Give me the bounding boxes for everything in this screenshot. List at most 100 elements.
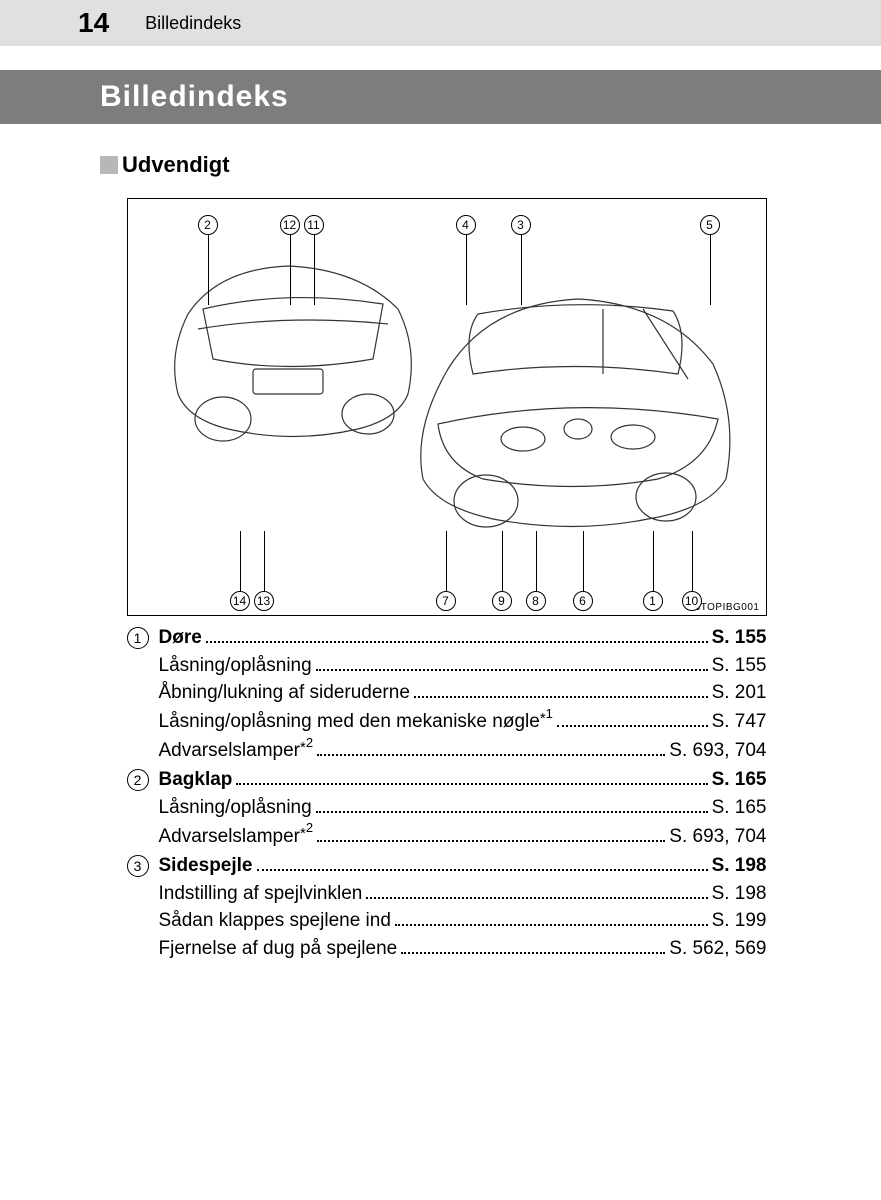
entry-page: S. 199 [712,907,767,935]
page-header-bar: 14 Billedindeks [0,0,881,46]
leader-dots [395,909,708,926]
entry-sub-line: Åbning/lukning af sideruderne S. 201 [159,679,767,707]
entry-label: Åbning/lukning af sideruderne [159,679,410,707]
entry-page: S. 201 [712,679,767,707]
entry-head-line: Døre S. 155 [159,624,767,652]
entry-sub-line: Advarselslamper*2 S. 693, 704 [159,821,767,850]
entry-number-circle: 3 [127,855,149,877]
car-front-illustration [408,279,738,539]
entry-page: S. 562, 569 [669,935,766,963]
callout-circle: 12 [280,215,300,235]
callout-circle: 11 [304,215,324,235]
callout-circle: 8 [526,591,546,611]
figure-code: STOPIBG001 [694,602,760,613]
callout-line [536,531,537,591]
entry-sub-line: Låsning/oplåsning med den mekaniske nøgl… [159,707,767,736]
callout-line [314,235,315,305]
entry-page: S. 693, 704 [669,737,766,765]
entry-label: Bagklap [159,766,233,794]
entry-sub-line: Fjernelse af dug på spejlene S. 562, 569 [159,935,767,963]
leader-dots [316,653,708,670]
index-entry: 1DøreS. 155Låsning/oplåsningS. 155Åbning… [127,624,767,764]
index-entry: 2BagklapS. 165Låsning/oplåsningS. 165Adv… [127,766,767,850]
callout-line [502,531,503,591]
callout-line [583,531,584,591]
leader-dots [317,739,665,756]
section-bullet-icon [100,156,118,174]
leader-dots [257,854,708,871]
entry-label: Fjernelse af dug på spejlene [159,935,398,963]
callout-line [446,531,447,591]
content-area: Udvendigt STOPIBG001 2121 [0,124,881,963]
entry-sub-line: Sådan klappes spejlene ind S. 199 [159,907,767,935]
entry-page: S. 165 [712,766,767,794]
callout-circle: 3 [511,215,531,235]
callout-circle: 1 [643,591,663,611]
callout-circle: 14 [230,591,250,611]
leader-dots [401,937,665,954]
footnote-ref: *1 [540,707,553,736]
callout-line [653,531,654,591]
entry-page: S. 155 [712,624,767,652]
callout-circle: 2 [198,215,218,235]
callout-circle: 13 [254,591,274,611]
footnote-ref: *2 [300,736,313,765]
entry-label: Advarselslamper [159,737,301,765]
entry-body: DøreS. 155Låsning/oplåsningS. 155Åbning/… [159,624,767,764]
callout-line [466,235,467,305]
entry-label: Låsning/oplåsning [159,652,312,680]
entry-page: S. 747 [712,708,767,736]
footnote-ref: *2 [300,821,313,850]
entry-label: Indstilling af spejlvinklen [159,880,363,908]
callout-line [290,235,291,305]
car-rear-illustration [158,254,428,454]
entry-sub-line: Låsning/oplåsning S. 165 [159,794,767,822]
entry-page: S. 198 [712,880,767,908]
callout-line [240,531,241,591]
entry-label: Sådan klappes spejlene ind [159,907,391,935]
entry-sub-line: Indstilling af spejlvinklen S. 198 [159,880,767,908]
leader-dots [366,882,707,899]
callout-circle: 4 [456,215,476,235]
entry-page: S. 198 [712,852,767,880]
callout-line [208,235,209,305]
entry-number-circle: 2 [127,769,149,791]
callout-line [264,531,265,591]
entry-page: S. 693, 704 [669,823,766,851]
entry-label: Advarselslamper [159,823,301,851]
callout-circle: 5 [700,215,720,235]
running-head: Billedindeks [145,13,241,34]
entry-sub-line: Låsning/oplåsning S. 155 [159,652,767,680]
callout-line [692,531,693,591]
entry-page: S. 155 [712,652,767,680]
leader-dots [206,626,708,643]
section-header: Udvendigt [100,152,793,178]
callout-circle: 9 [492,591,512,611]
callout-circle: 6 [573,591,593,611]
entry-sub-line: Advarselslamper*2 S. 693, 704 [159,736,767,765]
entry-body: SidespejleS. 198Indstilling af spejlvink… [159,852,767,962]
callout-line [521,235,522,305]
entry-label: Sidespejle [159,852,253,880]
entry-number-circle: 1 [127,627,149,649]
index-entry: 3SidespejleS. 198Indstilling af spejlvin… [127,852,767,962]
callout-circle: 7 [436,591,456,611]
leader-dots [414,681,708,698]
callout-line [710,235,711,305]
section-title: Udvendigt [122,152,230,178]
title-text: Billedindeks [100,80,289,114]
index-list: 1DøreS. 155Låsning/oplåsningS. 155Åbning… [127,622,767,963]
figure-box: STOPIBG001 2 1211 4 3 5 1413 7 98 6 1 10 [127,198,767,616]
entry-body: BagklapS. 165Låsning/oplåsningS. 165Adva… [159,766,767,850]
entry-label: Døre [159,624,202,652]
entry-label: Låsning/oplåsning med den mekaniske nøgl… [159,708,540,736]
leader-dots [316,796,708,813]
page-number: 14 [78,7,109,39]
callout-circle: 10 [682,591,702,611]
leader-dots [236,768,707,785]
entry-head-line: Sidespejle S. 198 [159,852,767,880]
entry-page: S. 165 [712,794,767,822]
entry-label: Låsning/oplåsning [159,794,312,822]
leader-dots [557,710,708,727]
entry-head-line: Bagklap S. 165 [159,766,767,794]
